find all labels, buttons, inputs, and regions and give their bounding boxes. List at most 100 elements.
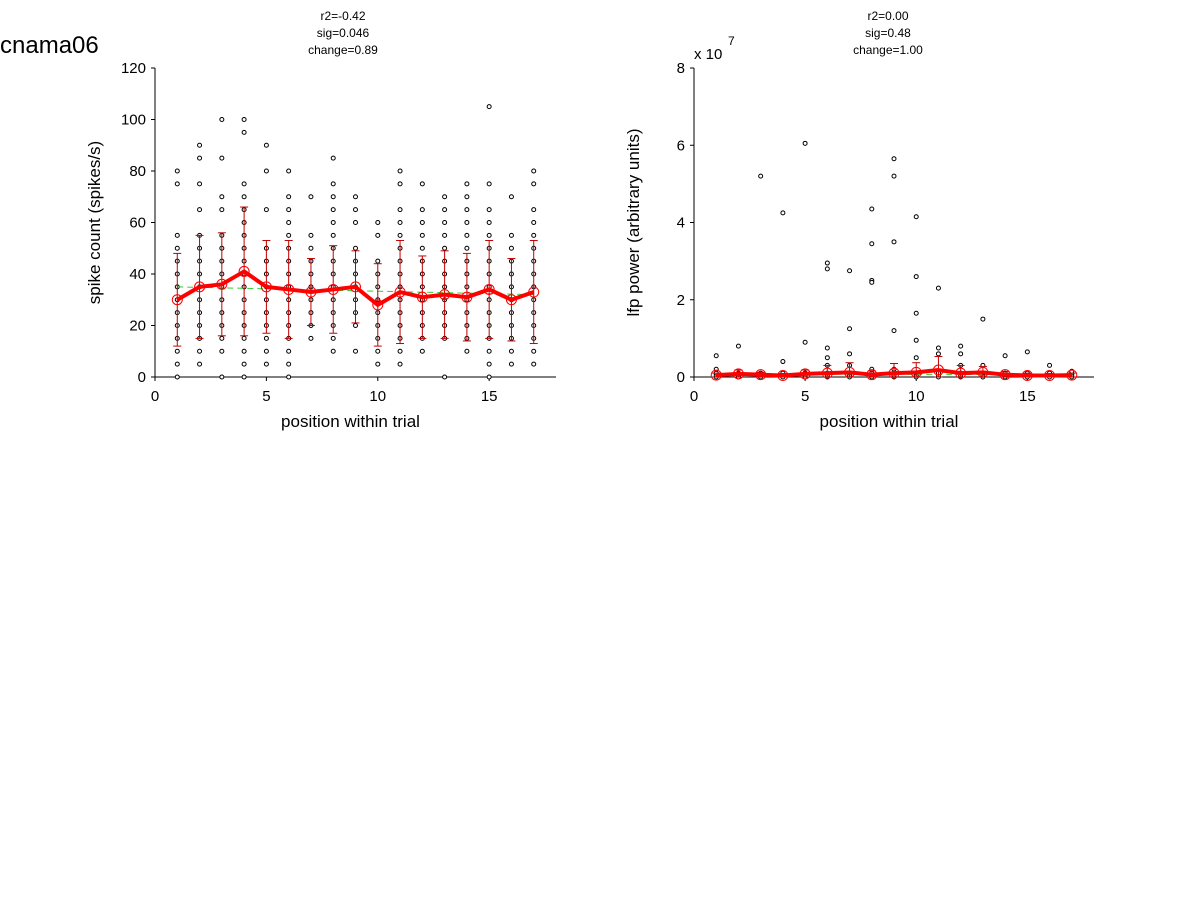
data-point bbox=[486, 374, 492, 380]
mean-marker bbox=[999, 369, 1011, 381]
data-point bbox=[197, 181, 203, 187]
data-point bbox=[419, 348, 425, 354]
data-point bbox=[219, 374, 225, 380]
mean-marker bbox=[888, 367, 900, 379]
y-tick-label: 40 bbox=[129, 266, 146, 283]
data-point bbox=[397, 181, 403, 187]
mean-marker bbox=[416, 291, 428, 303]
data-point bbox=[508, 361, 514, 367]
data-point bbox=[891, 173, 897, 179]
data-point bbox=[375, 361, 381, 367]
data-point bbox=[958, 343, 964, 349]
data-point bbox=[263, 348, 269, 354]
y-axis-label: spike count (spikes/s) bbox=[85, 141, 104, 304]
data-point bbox=[353, 207, 358, 213]
data-point bbox=[464, 232, 470, 238]
data-point bbox=[219, 348, 225, 354]
data-point bbox=[891, 328, 897, 334]
data-point bbox=[713, 353, 719, 359]
data-point bbox=[464, 181, 470, 187]
data-point bbox=[286, 348, 292, 354]
data-point bbox=[330, 348, 336, 354]
data-point bbox=[286, 220, 292, 225]
stat-line: change=1.00 bbox=[853, 43, 923, 57]
mean-marker bbox=[461, 291, 473, 303]
data-point bbox=[241, 129, 247, 135]
data-point bbox=[442, 194, 448, 200]
mean-marker bbox=[283, 283, 295, 295]
data-point bbox=[197, 348, 203, 354]
data-point bbox=[174, 168, 180, 174]
x-axis-label: position within trial bbox=[281, 412, 420, 431]
data-point bbox=[375, 258, 381, 264]
data-point bbox=[241, 181, 247, 187]
mean-marker bbox=[1066, 369, 1078, 381]
data-point bbox=[330, 207, 336, 213]
data-point bbox=[241, 348, 247, 354]
y-tick-label: 120 bbox=[121, 60, 146, 77]
data-point bbox=[869, 206, 875, 212]
data-point bbox=[531, 348, 537, 354]
data-point bbox=[197, 207, 203, 213]
data-point bbox=[286, 232, 292, 238]
data-point bbox=[531, 168, 537, 174]
data-point bbox=[847, 326, 853, 332]
data-point bbox=[308, 335, 314, 341]
data-point bbox=[531, 232, 537, 238]
data-point bbox=[397, 348, 403, 354]
mean-marker bbox=[755, 369, 767, 381]
mean-marker bbox=[932, 364, 944, 376]
data-point bbox=[286, 361, 292, 367]
data-point bbox=[330, 232, 336, 238]
x-tick-label: 0 bbox=[690, 388, 698, 405]
stat-line: sig=0.046 bbox=[317, 26, 370, 40]
mean-line bbox=[716, 368, 1072, 378]
mean-marker bbox=[732, 368, 744, 380]
data-point bbox=[508, 232, 514, 238]
data-point bbox=[308, 232, 314, 238]
data-point bbox=[397, 361, 403, 367]
data-point bbox=[286, 207, 292, 213]
data-point bbox=[308, 194, 314, 200]
data-point bbox=[397, 207, 403, 213]
data-point bbox=[219, 194, 225, 200]
mean-marker bbox=[977, 366, 989, 378]
x-tick-label: 5 bbox=[262, 388, 270, 405]
data-point bbox=[219, 155, 225, 161]
mean-marker bbox=[528, 286, 540, 298]
data-point bbox=[913, 274, 919, 280]
x-tick-label: 10 bbox=[369, 388, 386, 405]
data-point bbox=[913, 355, 919, 361]
data-point bbox=[263, 168, 269, 174]
data-point bbox=[1002, 353, 1008, 359]
data-point bbox=[241, 335, 247, 341]
y-tick-label: 4 bbox=[677, 215, 685, 232]
data-point bbox=[531, 207, 537, 213]
data-point bbox=[308, 245, 314, 251]
data-point bbox=[869, 241, 875, 247]
data-point bbox=[869, 279, 875, 285]
mean-marker bbox=[327, 283, 339, 295]
data-point bbox=[419, 245, 425, 251]
mean-marker bbox=[844, 366, 856, 378]
data-point bbox=[330, 335, 336, 341]
data-point bbox=[891, 239, 897, 245]
data-point bbox=[174, 245, 180, 251]
mean-marker bbox=[799, 368, 811, 380]
data-point bbox=[263, 142, 269, 148]
data-point bbox=[286, 194, 292, 200]
y-tick-label: 0 bbox=[138, 369, 146, 386]
data-point bbox=[531, 220, 537, 225]
data-point bbox=[241, 194, 247, 200]
mean-line bbox=[176, 269, 535, 307]
data-point bbox=[824, 266, 830, 272]
y-tick-label: 20 bbox=[129, 318, 146, 335]
stat-line: r2=0.00 bbox=[867, 9, 908, 23]
data-point bbox=[286, 168, 292, 174]
data-point bbox=[241, 361, 247, 367]
mean-marker bbox=[305, 286, 317, 298]
data-point bbox=[219, 117, 225, 122]
data-point bbox=[197, 155, 203, 161]
data-point bbox=[735, 343, 741, 349]
data-point bbox=[464, 194, 470, 200]
